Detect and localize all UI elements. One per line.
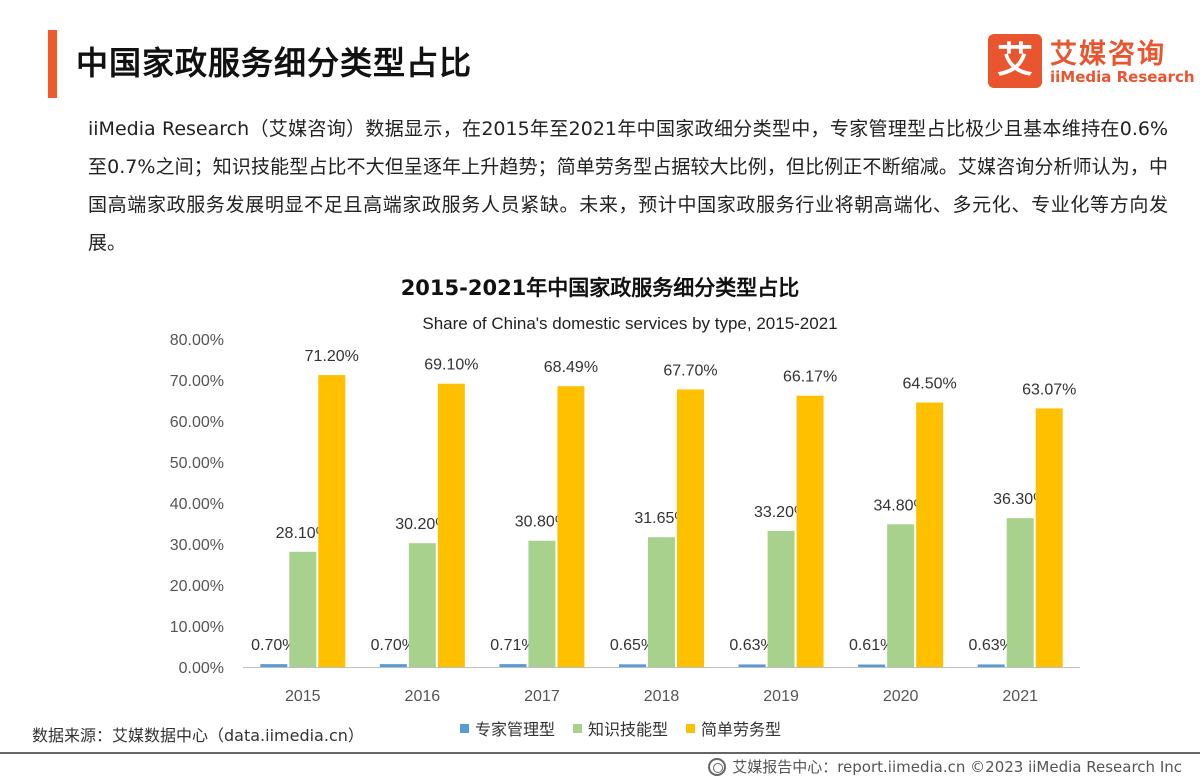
x-tick-label: 2018	[644, 688, 680, 705]
chart-title: 2015-2021年中国家政服务细分类型占比	[400, 276, 800, 300]
data-label: 0.61%	[849, 637, 894, 654]
bar	[677, 389, 704, 667]
bar	[977, 664, 1005, 667]
bar	[738, 664, 766, 667]
x-tick-label: 2019	[763, 688, 799, 705]
legend-label-labor: 简单劳务型	[701, 720, 782, 739]
data-label: 0.70%	[371, 637, 416, 654]
bar	[408, 543, 436, 667]
y-tick-label: 50.00%	[170, 455, 224, 472]
bar	[318, 375, 346, 667]
bar	[379, 664, 407, 667]
x-tick-label: 2020	[883, 688, 919, 705]
data-label: 0.63%	[729, 637, 774, 654]
y-tick-label: 30.00%	[170, 537, 224, 554]
chart-legend: 专家管理型 知识技能型 简单劳务型	[460, 716, 781, 740]
logo-mark: 艾	[988, 34, 1042, 88]
page-title: 中国家政服务细分类型占比	[76, 44, 473, 82]
footer-divider	[0, 752, 1200, 754]
x-tick-label: 2015	[285, 688, 321, 705]
data-label: 31.65%	[634, 510, 688, 527]
bar	[289, 551, 317, 667]
bar	[887, 524, 915, 667]
data-label: 30.80%	[515, 514, 569, 531]
bar	[648, 537, 675, 667]
x-tick-label: 2021	[1002, 688, 1038, 705]
title-accent-bar	[48, 30, 57, 98]
description-paragraph: iiMedia Research（艾媒咨询）数据显示，在2015年至2021年中…	[88, 118, 1168, 254]
data-label: 68.49%	[544, 359, 598, 376]
x-tick-label: 2017	[524, 688, 560, 705]
y-tick-label: 20.00%	[170, 578, 224, 595]
legend-swatch-skill	[573, 723, 583, 733]
data-label: 0.70%	[251, 637, 296, 654]
y-tick-label: 70.00%	[170, 373, 224, 390]
data-label: 71.20%	[305, 348, 359, 365]
data-label: 66.17%	[783, 369, 837, 386]
legend-item-labor: 简单劳务型	[686, 716, 781, 740]
data-label: 64.50%	[903, 376, 957, 393]
bar	[499, 664, 527, 667]
data-label: 30.20%	[395, 516, 449, 533]
data-label: 0.65%	[610, 637, 655, 654]
logo-name-cn: 艾媒咨询	[1050, 39, 1166, 70]
y-tick-label: 10.00%	[170, 619, 224, 636]
legend-label-skill: 知识技能型	[588, 720, 669, 739]
y-tick-label: 0.00%	[179, 660, 224, 677]
bar	[767, 530, 795, 667]
bar	[1006, 518, 1034, 667]
legend-item-skill: 知识技能型	[573, 716, 668, 740]
y-tick-label: 80.00%	[170, 332, 224, 349]
data-label: 34.80%	[874, 497, 928, 514]
data-source: 数据来源：艾媒数据中心（data.iimedia.cn）	[32, 726, 364, 745]
x-tick-label: 2016	[405, 688, 441, 705]
bar	[796, 395, 824, 667]
chart-subtitle: Share of China's domestic services by ty…	[422, 314, 838, 333]
bar	[619, 664, 646, 667]
data-label: 67.70%	[663, 362, 717, 379]
bar	[858, 664, 886, 667]
bar	[528, 540, 556, 667]
data-label: 0.63%	[969, 637, 1014, 654]
data-label: 36.30%	[993, 491, 1047, 508]
data-label: 33.20%	[754, 504, 808, 521]
data-label: 63.07%	[1022, 381, 1076, 398]
logo-name-en: iiMedia Research	[1050, 68, 1195, 86]
legend-swatch-labor	[686, 723, 696, 733]
bar	[260, 664, 288, 667]
footer: 艾媒报告中心：report.iimedia.cn ©2023 iiMedia R…	[708, 756, 1182, 777]
legend-label-expert: 专家管理型	[475, 720, 556, 739]
y-tick-label: 60.00%	[170, 414, 224, 431]
bar	[557, 386, 585, 667]
bar	[437, 383, 465, 667]
globe-icon	[708, 757, 727, 776]
legend-item-expert: 专家管理型	[460, 716, 555, 740]
data-label: 0.71%	[490, 637, 535, 654]
data-label: 69.10%	[424, 357, 478, 374]
y-tick-label: 40.00%	[170, 496, 224, 513]
bar	[916, 402, 944, 667]
bar	[1035, 408, 1063, 667]
data-label: 28.10%	[276, 525, 330, 542]
legend-swatch-expert	[460, 723, 469, 733]
iimedia-logo: 艾 艾媒咨询 iiMedia Research	[988, 32, 1195, 90]
footer-text: 艾媒报告中心：report.iimedia.cn ©2023 iiMedia R…	[732, 758, 1182, 776]
